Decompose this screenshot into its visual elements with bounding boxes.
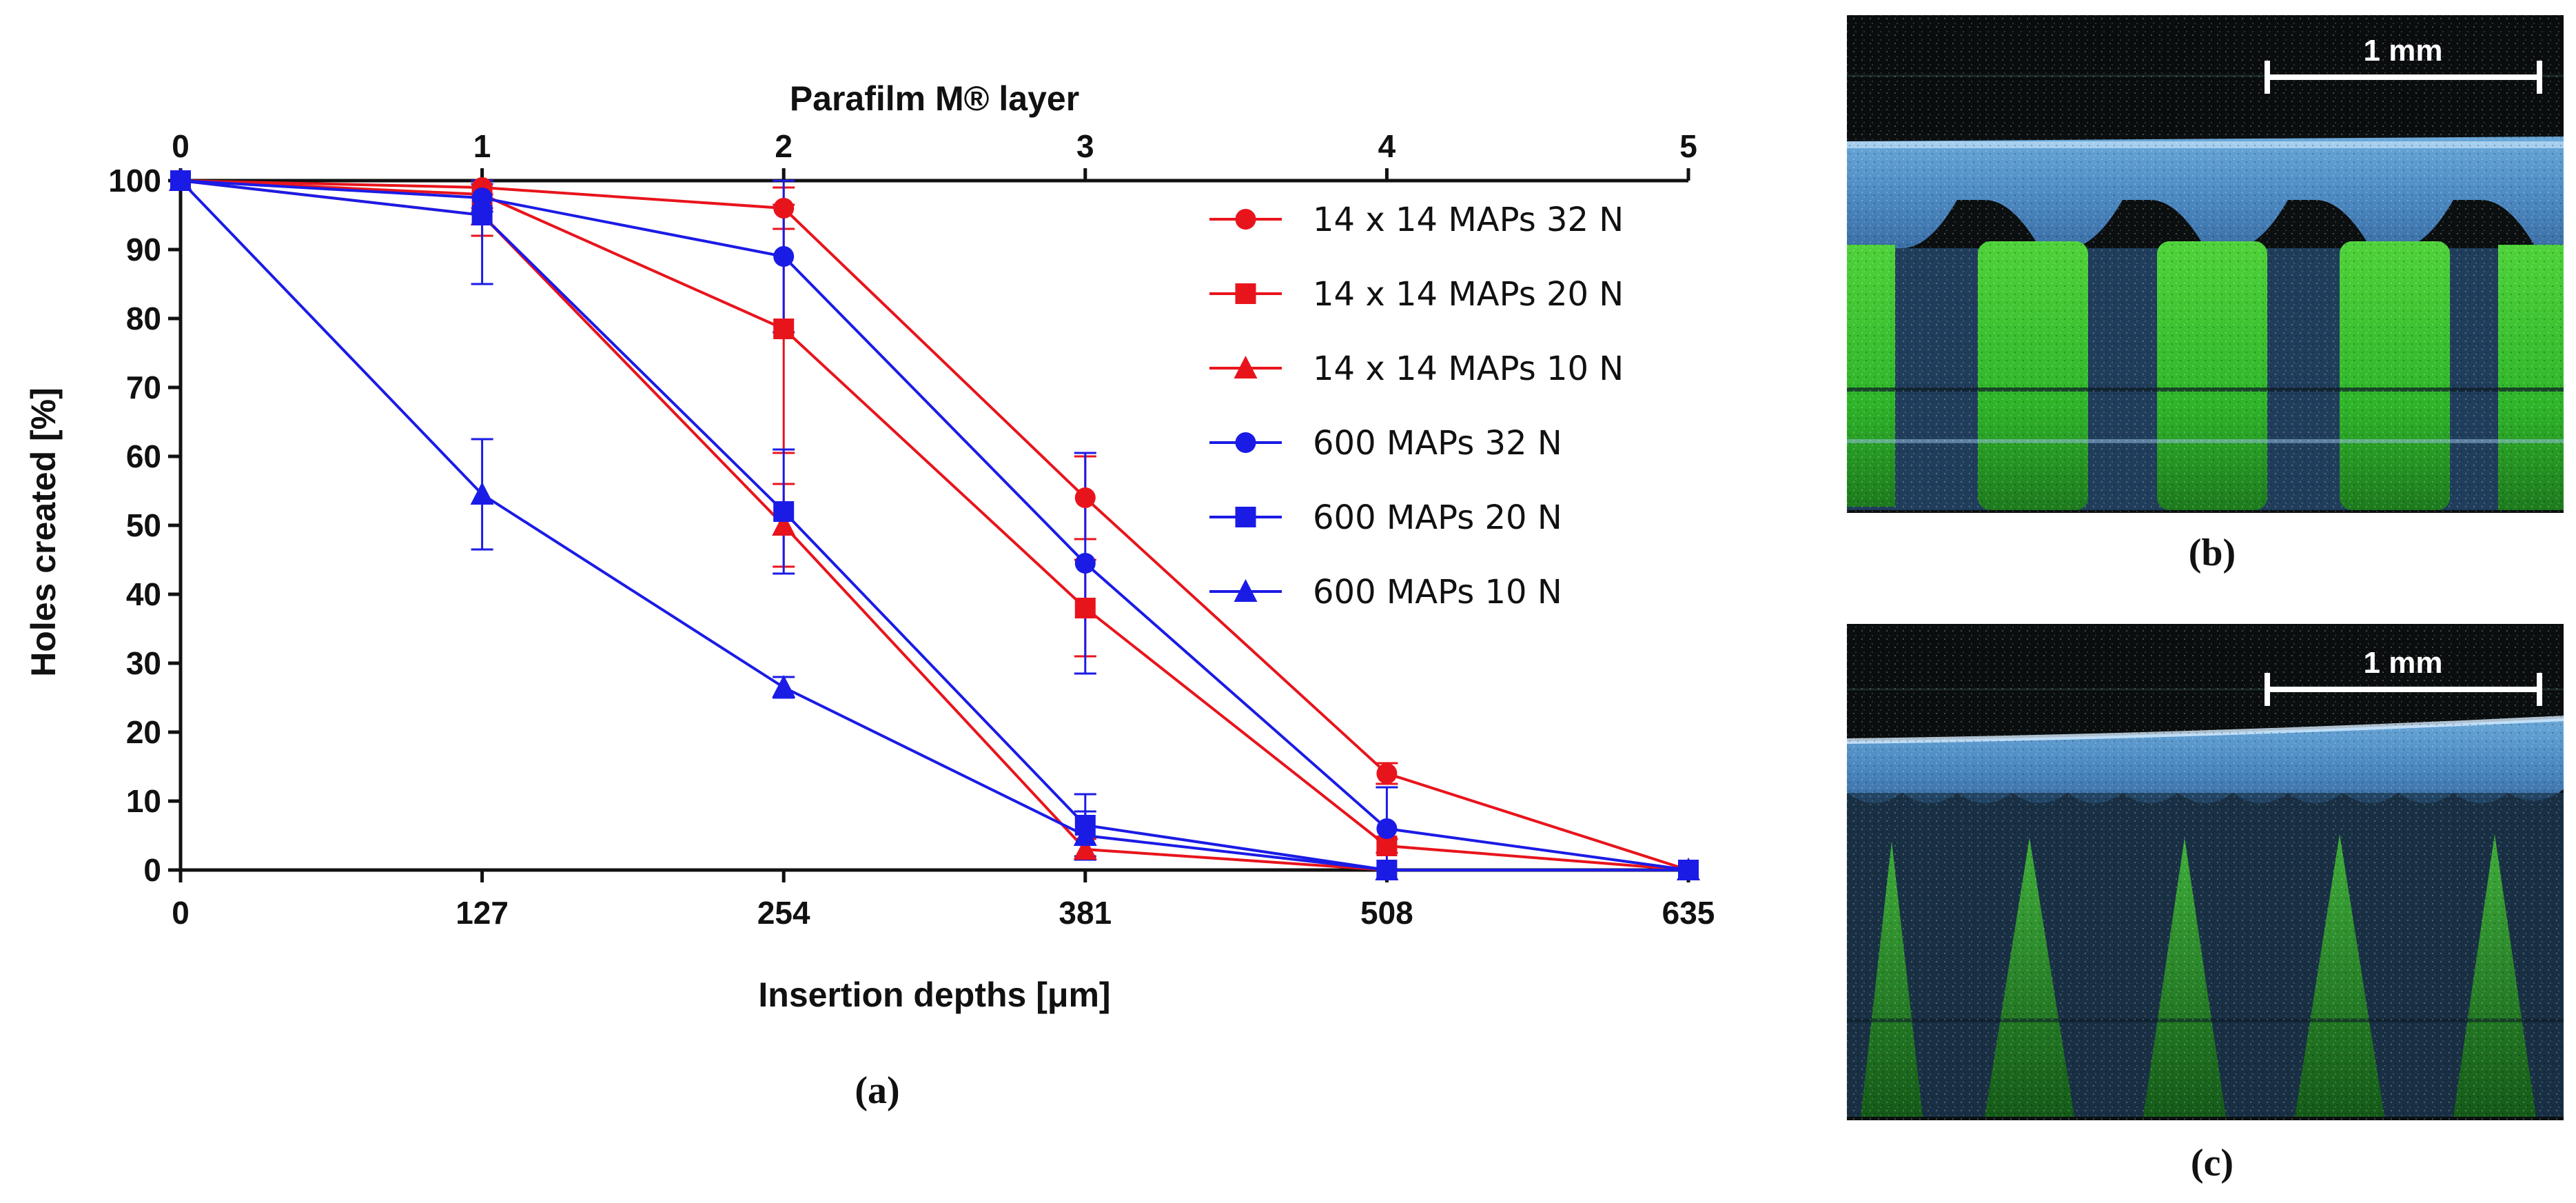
legend-marker [1235, 507, 1256, 527]
x-tick-label: 0 [172, 895, 190, 931]
y-tick-label: 70 [126, 370, 161, 405]
x2-tick-label: 1 [473, 128, 491, 164]
legend-label: 600 MAPs 20 N [1313, 498, 1562, 537]
x-tick-label: 508 [1360, 895, 1413, 931]
series-markers [169, 168, 1700, 880]
y-tick-label: 30 [126, 645, 161, 681]
data-point [1073, 837, 1097, 860]
legend-label: 14 x 14 MAPs 32 N [1313, 201, 1624, 239]
data-point [1376, 763, 1398, 784]
series-line-3 [180, 179, 1689, 871]
data-point [471, 188, 493, 208]
data-point [1073, 823, 1097, 846]
y-axis-title: Holes created [%] [24, 387, 63, 677]
x2-axis-title: Parafilm M® layer [790, 79, 1079, 118]
data-point [1074, 598, 1096, 618]
series-line-5 [179, 179, 1688, 871]
scale-bar-label-c: 1 mm [2364, 646, 2443, 680]
data-point [470, 482, 494, 505]
data-point [1376, 818, 1398, 839]
x-tick-label: 381 [1059, 895, 1112, 931]
data-point [773, 198, 795, 219]
x-tick-label: 127 [456, 895, 509, 931]
data-point [1074, 553, 1096, 574]
series-lines [179, 179, 1689, 871]
data-point [773, 319, 795, 339]
y-tick-label: 20 [126, 714, 161, 750]
x2-tick-label: 3 [1076, 128, 1094, 164]
y-tick-label: 80 [126, 301, 161, 336]
x-tick-label: 635 [1662, 895, 1715, 931]
data-point [1375, 858, 1399, 880]
legend-marker [1234, 579, 1258, 602]
oct-image-c: 1 mm (c) [1846, 624, 2564, 1184]
error-bars [471, 179, 1398, 871]
y-tick-label: 60 [126, 438, 161, 474]
data-point [772, 513, 796, 536]
legend-marker [1235, 432, 1256, 453]
x2-tick-label: 4 [1378, 128, 1396, 164]
data-point [773, 501, 795, 522]
y-tick-label: 0 [143, 852, 161, 888]
data-point [773, 246, 795, 267]
x2-tick-label: 0 [172, 128, 190, 164]
legend-label: 14 x 14 MAPs 20 N [1313, 275, 1624, 314]
legend-marker [1234, 356, 1258, 378]
legend-label: 600 MAPs 10 N [1313, 573, 1562, 611]
legend-marker [1235, 283, 1256, 304]
panel-label-a: (a) [855, 1069, 899, 1112]
data-point [471, 205, 493, 225]
legend-label: 14 x 14 MAPs 10 N [1313, 350, 1624, 388]
data-point [169, 168, 192, 191]
oct-image-b: 1 mm (b) [1847, 15, 2564, 574]
x2-tick-label: 5 [1679, 128, 1697, 164]
y-tick-label: 10 [126, 783, 161, 819]
y-tick-label: 40 [126, 576, 161, 612]
x-tick-label: 254 [757, 895, 810, 931]
y-tick-label: 90 [126, 232, 161, 267]
data-point [1074, 487, 1096, 508]
y-tick-label: 50 [126, 507, 161, 543]
legend-marker [1235, 209, 1256, 230]
legend-label: 600 MAPs 32 N [1313, 424, 1562, 463]
y-tick-label: 100 [108, 163, 161, 199]
panel-label-b: (b) [2189, 532, 2236, 574]
data-point [1677, 858, 1700, 880]
panel-label-c: (c) [2191, 1142, 2233, 1184]
x-axis-title: Insertion depths [μm] [758, 975, 1110, 1014]
scale-bar-label-b: 1 mm [2364, 34, 2443, 68]
series-line-0 [180, 179, 1689, 871]
chart-legend: 14 x 14 MAPs 32 N 14 x 14 MAPs 20 N 14 x 1… [1209, 201, 1624, 611]
x2-tick-label: 2 [775, 128, 793, 164]
data-point [772, 675, 796, 698]
series-line-1 [180, 179, 1689, 871]
